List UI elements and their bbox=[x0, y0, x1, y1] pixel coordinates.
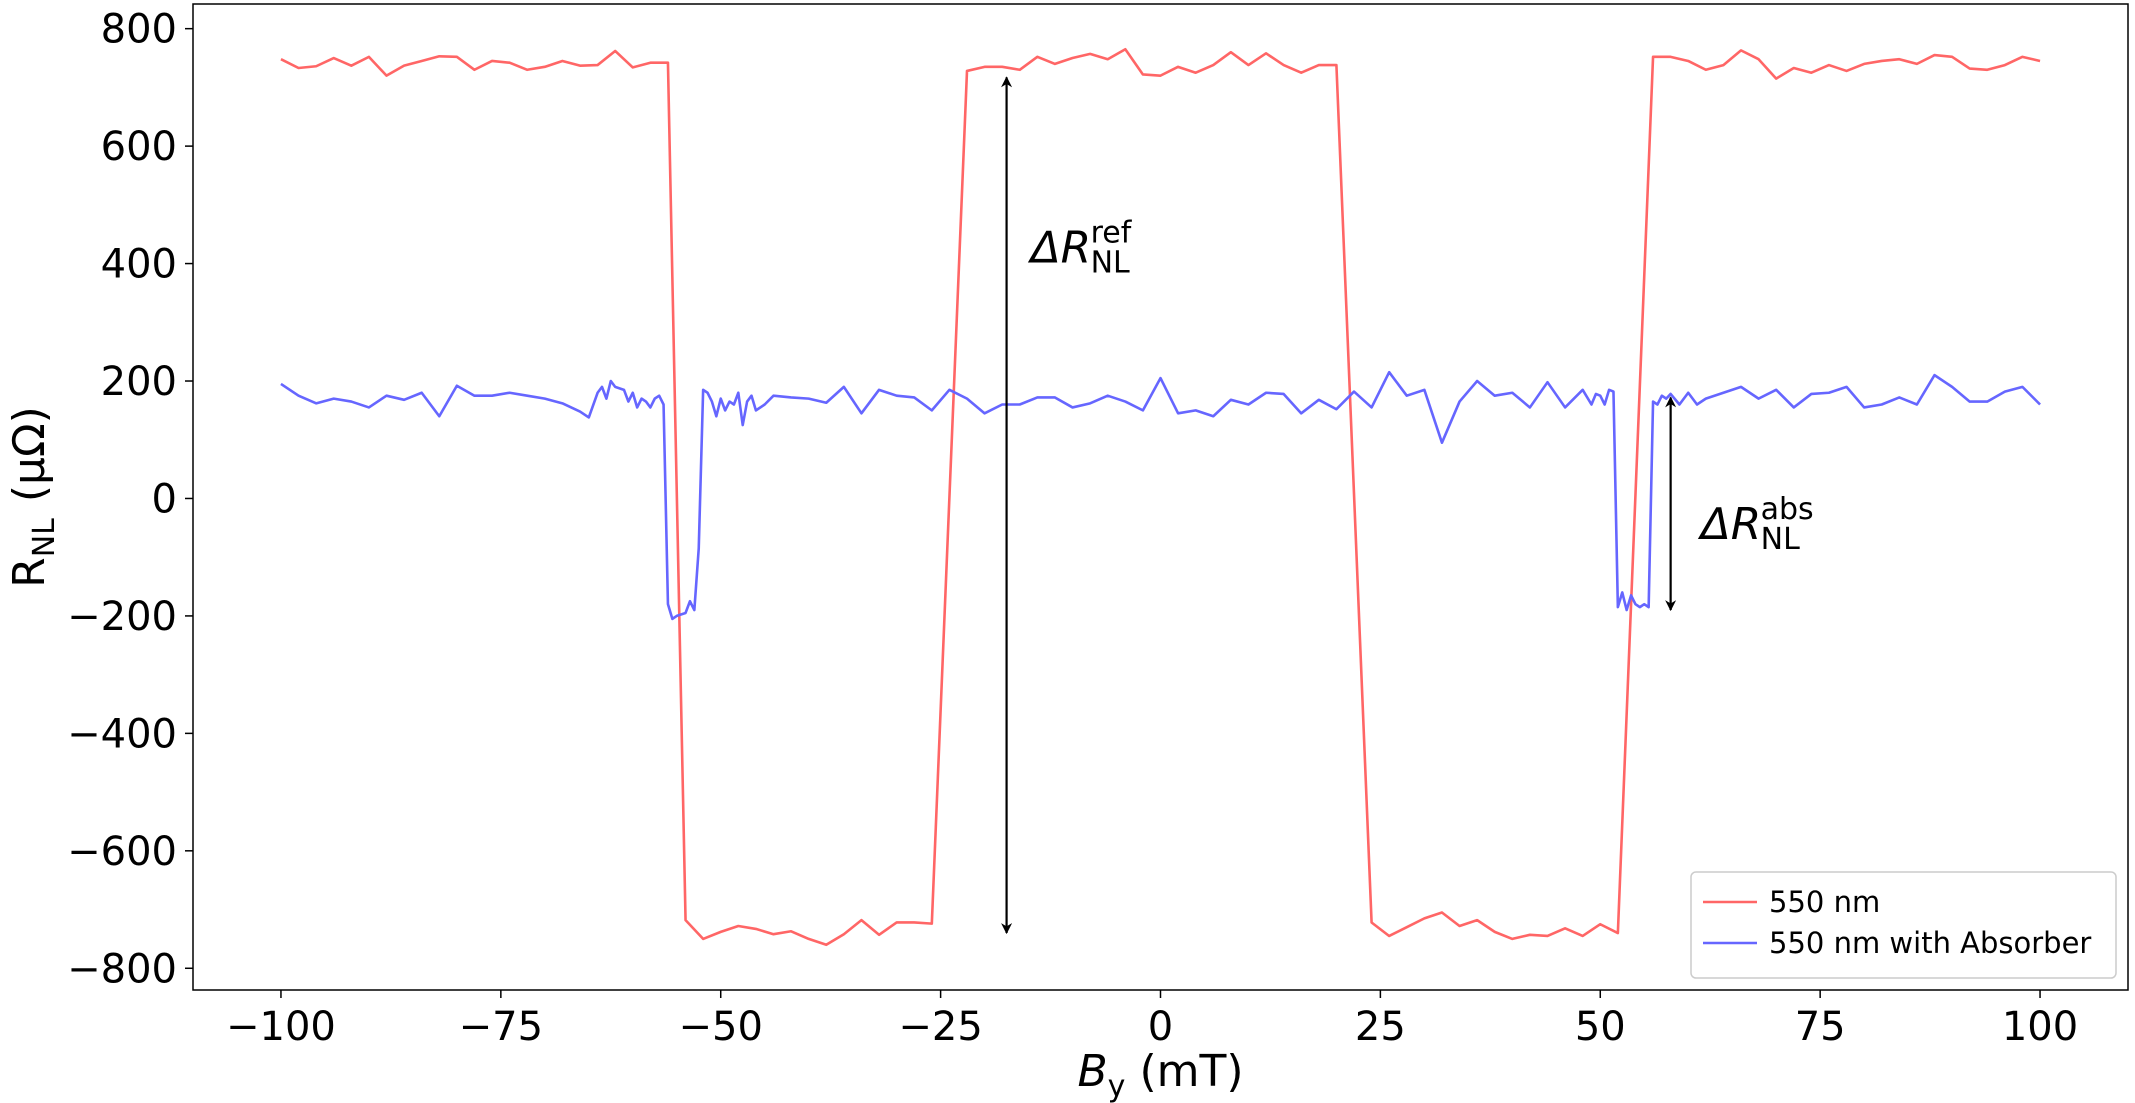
y-tick-label: −400 bbox=[67, 711, 177, 757]
y-tick-label: −200 bbox=[67, 594, 177, 640]
y-axis-unit: (μΩ) bbox=[4, 406, 55, 502]
x-axis-unit: (mT) bbox=[1139, 1046, 1243, 1097]
x-tick-label: 50 bbox=[1575, 1004, 1626, 1050]
series-line bbox=[280, 47, 2041, 947]
annotation-sub: NL bbox=[1761, 522, 1800, 557]
y-tick-label: −800 bbox=[67, 946, 177, 992]
y-tick-label: 600 bbox=[101, 124, 177, 170]
x-tick-label: 100 bbox=[2002, 1004, 2078, 1050]
x-tick-label: 0 bbox=[1148, 1004, 1173, 1050]
x-axis-label: By (mT) bbox=[1077, 1046, 1243, 1103]
x-axis-sub: y bbox=[1108, 1069, 1126, 1103]
y-tick-label: −600 bbox=[67, 829, 177, 875]
annotation-symbol: ΔR bbox=[1028, 223, 1092, 274]
x-tick-label: −25 bbox=[898, 1004, 982, 1050]
x-tick-label: −50 bbox=[679, 1004, 763, 1050]
y-tick-label: 400 bbox=[101, 242, 177, 288]
x-tick-label: 75 bbox=[1795, 1004, 1846, 1050]
x-tick-label: −100 bbox=[226, 1004, 336, 1050]
y-tick-label: 800 bbox=[101, 7, 177, 53]
legend-box bbox=[1690, 871, 2117, 979]
annotation-sup: ref bbox=[1091, 216, 1133, 251]
plot-frame bbox=[192, 3, 2129, 991]
legend-label: 550 nm with Absorber bbox=[1769, 926, 2091, 960]
y-tick-label: 200 bbox=[101, 359, 177, 405]
annotation-label: ΔRabs NL bbox=[1698, 492, 1814, 557]
x-tick-label: −75 bbox=[459, 1004, 543, 1050]
y-axis-label: RNL (μΩ) bbox=[4, 406, 62, 588]
x-tick-label: 25 bbox=[1355, 1004, 1406, 1050]
y-tick-label: 0 bbox=[152, 476, 177, 522]
y-axis-symbol: R bbox=[4, 557, 55, 588]
legend-label: 550 nm bbox=[1769, 885, 1880, 919]
annotation-sub: NL bbox=[1091, 246, 1130, 281]
annotation-sup: abs bbox=[1761, 492, 1814, 527]
x-axis-symbol: B bbox=[1077, 1046, 1107, 1097]
annotation-label: ΔRref NL bbox=[1028, 216, 1133, 281]
y-axis-sub: NL bbox=[27, 518, 62, 557]
annotation-symbol: ΔR bbox=[1698, 499, 1762, 550]
